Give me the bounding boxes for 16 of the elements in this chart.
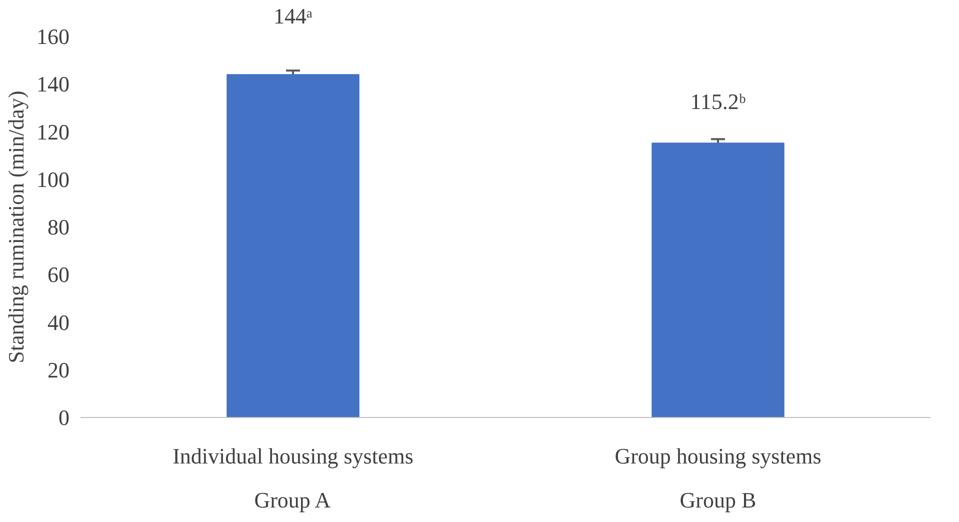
y-tick-label: 20 <box>48 357 70 382</box>
y-tick-label: 0 <box>58 405 70 430</box>
x-tick-label: Individual housing systems <box>172 444 414 468</box>
y-axis-title: Standing rumination (min/day) <box>4 90 28 364</box>
y-tick-label: 100 <box>36 166 70 192</box>
y-tick-label: 40 <box>48 310 70 335</box>
y-tick-label: 120 <box>36 119 70 144</box>
text: Group A <box>254 488 331 512</box>
y-tick-label: 60 <box>48 262 70 288</box>
data-label: 115.2ᵇ <box>690 89 746 114</box>
y-tick-label: 160 <box>36 24 70 49</box>
y-tick-label: 80 <box>48 214 70 240</box>
data-label: 144ᵃ <box>273 4 313 28</box>
y-tick-label: 140 <box>36 72 70 97</box>
x-tick-label: Group housing systems <box>614 444 822 468</box>
text: Group B <box>680 488 756 512</box>
